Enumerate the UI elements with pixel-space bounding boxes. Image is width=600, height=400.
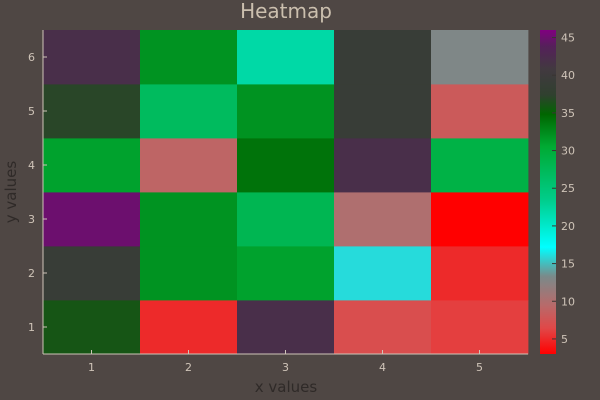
- x-tick-label: 1: [88, 361, 95, 374]
- y-tick-label: 3: [28, 213, 35, 226]
- y-tick-label: 2: [28, 267, 35, 280]
- x-tick-label: 2: [185, 361, 192, 374]
- heatmap-cell: [43, 84, 141, 139]
- heatmap-cell: [140, 246, 238, 301]
- heatmap-cell: [237, 138, 335, 193]
- heatmap-cell: [43, 300, 141, 355]
- heatmap-cell: [431, 138, 529, 193]
- y-tick-label: 5: [28, 105, 35, 118]
- heatmap-cell: [237, 84, 335, 139]
- heatmap-cell: [140, 138, 238, 193]
- y-axis-label: y values: [2, 161, 20, 224]
- y-tick-label: 1: [28, 321, 35, 334]
- heatmap-cell: [334, 30, 432, 85]
- colorbar-tick-label: 15: [561, 258, 575, 271]
- heatmap-cell: [140, 300, 238, 355]
- heatmap-cell: [237, 246, 335, 301]
- heatmap-cell: [431, 84, 529, 139]
- colorbar-tick-label: 45: [561, 32, 575, 45]
- heatmap-cell: [431, 192, 529, 247]
- heatmap-cell: [43, 246, 141, 301]
- heatmap-cell: [140, 192, 238, 247]
- chart-title: Heatmap: [240, 0, 332, 23]
- colorbar-tick-label: 40: [561, 69, 575, 82]
- colorbar-tick-label: 35: [561, 107, 575, 120]
- heatmap-cell: [334, 300, 432, 355]
- heatmap-cell: [43, 192, 141, 247]
- y-tick-label: 6: [28, 51, 35, 64]
- x-tick-label: 5: [476, 361, 483, 374]
- colorbar-tick-label: 5: [561, 333, 568, 346]
- heatmap-cell: [237, 30, 335, 85]
- heatmap-cell: [431, 300, 529, 355]
- heatmap-cell: [334, 192, 432, 247]
- x-tick-label: 3: [282, 361, 289, 374]
- colorbar-tick-label: 25: [561, 182, 575, 195]
- x-axis-label: x values: [255, 378, 318, 396]
- heatmap-cell: [334, 84, 432, 139]
- heatmap-cell: [431, 30, 529, 85]
- heatmap-cell: [431, 246, 529, 301]
- colorbar-tick-label: 20: [561, 220, 575, 233]
- heatmap-cell: [140, 30, 238, 85]
- heatmap-cell: [43, 138, 141, 193]
- y-tick-label: 4: [28, 159, 35, 172]
- heatmap-cell: [334, 246, 432, 301]
- heatmap-cell: [140, 84, 238, 139]
- heatmap-cell: [334, 138, 432, 193]
- heatmap-cell: [43, 30, 141, 85]
- x-tick-label: 4: [379, 361, 386, 374]
- colorbar: [540, 30, 556, 354]
- colorbar-tick-label: 30: [561, 145, 575, 158]
- colorbar-tick-label: 10: [561, 295, 575, 308]
- heatmap-cell: [237, 192, 335, 247]
- heatmap-cell: [237, 300, 335, 355]
